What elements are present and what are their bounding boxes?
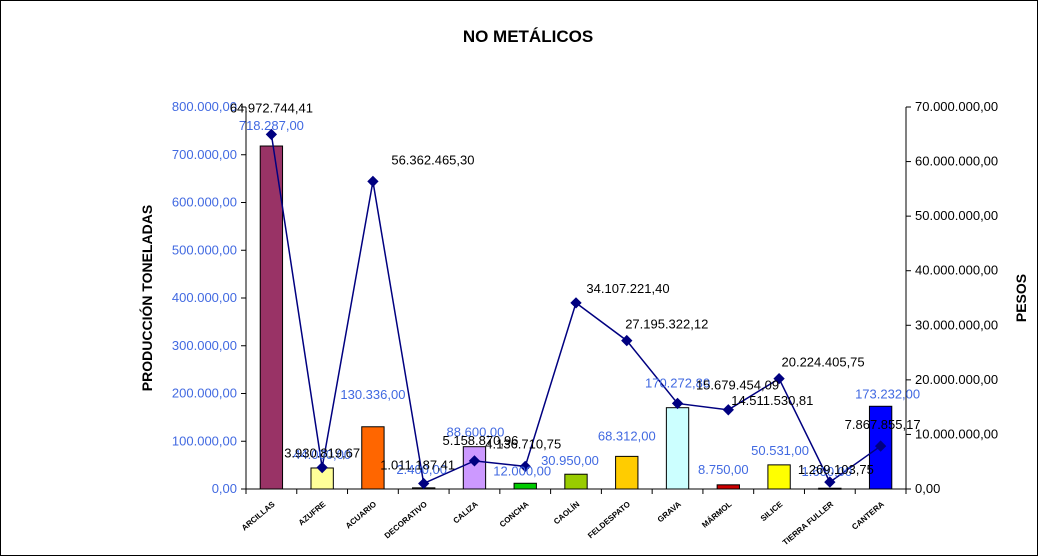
- line-value-label: 15.679.454,09: [696, 377, 779, 392]
- line-point: [316, 461, 328, 474]
- line-point: [671, 397, 684, 410]
- y2-tick-label: 70.000.000,00: [915, 99, 998, 114]
- bar-value-label: 12.000,00: [493, 463, 551, 478]
- bar-value-label: 88.600,00: [447, 425, 505, 440]
- bar-value-label: 68.312,00: [598, 428, 656, 443]
- line-value-label: 64.972.744,41: [230, 100, 313, 115]
- bar-value-label: 130.336,00: [340, 387, 405, 402]
- chart-title: NO METÁLICOS: [463, 27, 593, 46]
- bar-value-label: 1.600,00: [802, 464, 853, 479]
- line-value-label: 5.158.870,96: [443, 433, 519, 448]
- bar: [564, 473, 588, 490]
- y2-tick-label: 20.000.000,00: [915, 372, 998, 387]
- line-point: [874, 440, 887, 452]
- bar: [462, 446, 487, 490]
- line-point: [265, 128, 278, 141]
- line-value-label: 4.136.710,75: [485, 436, 561, 451]
- bar-value-label: 2.400,00: [396, 462, 447, 477]
- bar: [615, 455, 639, 490]
- line-point: [722, 404, 734, 416]
- bar-value-label: 173.232,00: [855, 386, 920, 401]
- line-value-label: 34.107.221,40: [586, 281, 669, 296]
- y2-tick-label: 60.000.000,00: [915, 154, 998, 169]
- y-tick-label: 400.000,00: [172, 290, 237, 305]
- bar: [259, 145, 284, 490]
- line-point: [367, 175, 379, 188]
- y-tick-label: 100.000,00: [172, 433, 237, 448]
- bar-value-label: 8.750,00: [698, 462, 749, 477]
- bar: [665, 407, 690, 490]
- bar: [818, 487, 842, 490]
- line-value-label: 20.224.405,75: [782, 355, 865, 370]
- y-tick-label: 800.000,00: [172, 99, 237, 114]
- line-point: [773, 372, 785, 385]
- line-value-label: 56.362.465,30: [391, 152, 474, 167]
- line-value-label: 14.511.530,81: [731, 393, 813, 408]
- y2-tick-label: 50.000.000,00: [915, 208, 998, 223]
- y2-tick-label: 10.000.000,00: [915, 426, 998, 441]
- bar: [716, 484, 740, 490]
- y2-tick-label: 30.000.000,00: [915, 317, 998, 332]
- line-value-label: 3.930.819,67: [284, 446, 360, 461]
- bar-value-label: 718.287,00: [239, 118, 304, 133]
- line-value-label: 1.269.103,75: [798, 462, 874, 477]
- bar-value-label: 44.000,00: [293, 447, 351, 462]
- line-point: [570, 297, 582, 309]
- y-tick-label: 600.000,00: [172, 195, 237, 210]
- bar: [513, 482, 537, 490]
- line-point: [468, 455, 481, 467]
- line-point: [824, 476, 836, 488]
- bar-value-label: 170.272,80: [645, 376, 710, 391]
- line-point: [621, 334, 633, 347]
- y-tick-label: 700.000,00: [172, 147, 237, 162]
- y-axis-title: PRODUCCIÓN TONELADAS: [138, 205, 155, 391]
- bar: [767, 464, 791, 490]
- line-point: [418, 477, 430, 490]
- bar-value-label: 30.950,00: [541, 453, 599, 468]
- y-tick-label: 0,00: [212, 481, 237, 496]
- y2-tick-label: 0,00: [915, 481, 940, 496]
- y2-tick-label: 40.000.000,00: [915, 263, 998, 278]
- bar: [361, 426, 385, 490]
- line-point: [519, 460, 531, 473]
- y-tick-label: 200.000,00: [172, 386, 237, 401]
- y2-axis-title: PESOS: [1013, 274, 1029, 322]
- bar-value-label: 50.531,00: [751, 443, 809, 458]
- line-value-label: 27.195.322,12: [625, 317, 708, 332]
- line-value-label: 1.011.187,41: [380, 457, 455, 472]
- line-value-label: 7.867.855,17: [845, 417, 921, 432]
- y-tick-label: 300.000,00: [172, 338, 237, 353]
- y-tick-label: 500.000,00: [172, 242, 237, 257]
